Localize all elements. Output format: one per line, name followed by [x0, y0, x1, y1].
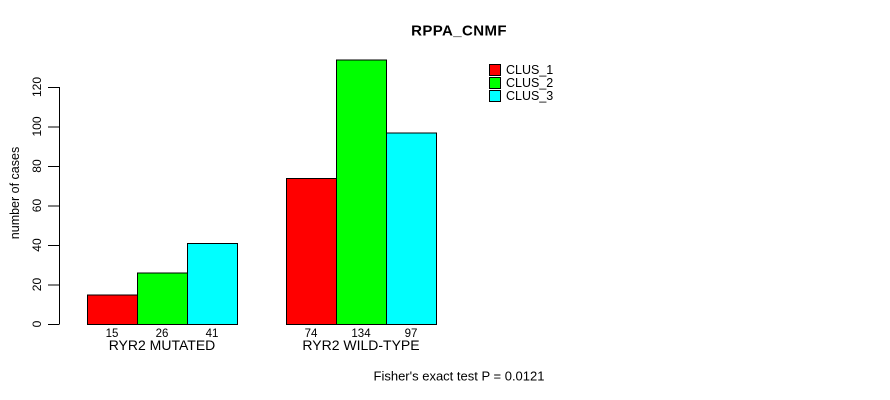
y-tick-label: 40 [30, 238, 44, 252]
y-tick-label: 120 [30, 77, 44, 97]
y-tick-label: 0 [30, 320, 44, 327]
legend-swatch-clus-1 [489, 63, 501, 76]
group-label: RYR2 MUTATED [109, 337, 216, 353]
bar-clus_3-group2 [386, 132, 437, 325]
bar-clus_3-group1 [187, 243, 238, 325]
legend-swatch-clus-2 [489, 77, 501, 90]
legend-item: CLUS_3 [489, 90, 553, 103]
y-tick-label: 60 [30, 199, 44, 213]
bar-clus_1-group2 [286, 177, 337, 325]
bar-clus_2-group1 [137, 272, 188, 325]
legend-swatch-clus-3 [489, 90, 501, 103]
bar-clus_1-group1 [87, 294, 138, 325]
bar-value-label: 26 [156, 328, 169, 340]
y-tick-label: 80 [30, 159, 44, 173]
group-label: RYR2 WILD-TYPE [302, 337, 419, 353]
y-tick-label: 100 [30, 116, 44, 136]
bar-value-label: 134 [351, 328, 371, 340]
legend-label: CLUS_2 [506, 76, 554, 91]
bar-value-label: 97 [405, 328, 418, 340]
legend: CLUS_1 CLUS_2 CLUS_3 [489, 63, 553, 103]
bar-value-label: 15 [106, 328, 119, 340]
legend-label: CLUS_3 [506, 89, 554, 104]
chart-title: RPPA_CNMF [411, 22, 507, 40]
legend-item: CLUS_2 [489, 76, 553, 89]
bar-clus_2-group2 [336, 59, 387, 325]
bar-value-label: 41 [206, 328, 219, 340]
legend-item: CLUS_1 [489, 63, 553, 76]
legend-label: CLUS_1 [506, 62, 554, 77]
bar-value-label: 74 [305, 328, 318, 340]
y-tick-label: 20 [30, 278, 44, 292]
fisher-test-note: Fisher's exact test P = 0.0121 [373, 368, 545, 384]
